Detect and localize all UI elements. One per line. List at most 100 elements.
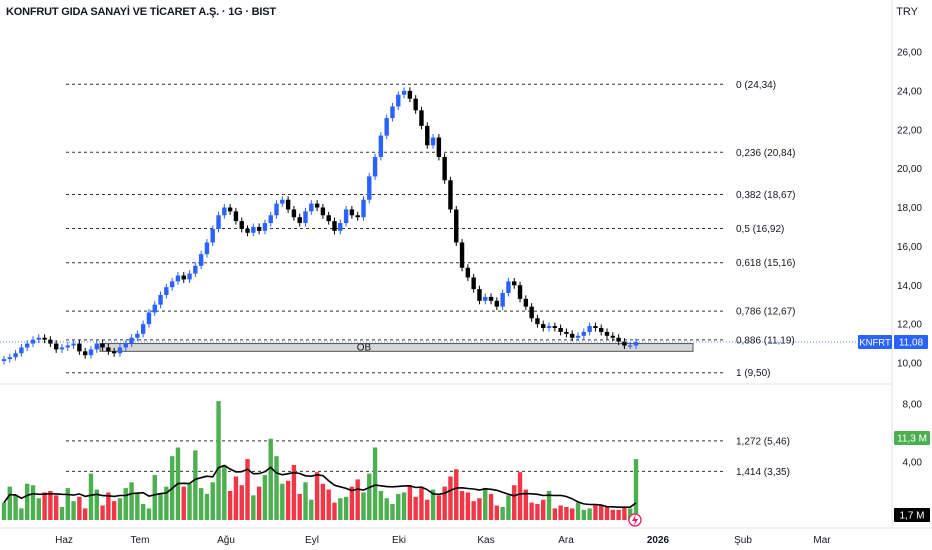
candle [355, 215, 360, 218]
candle [7, 357, 12, 360]
volume-bar [622, 506, 627, 520]
volume-bar [285, 480, 291, 520]
candle [587, 326, 592, 332]
volume-bar [233, 476, 239, 520]
volume-bar [523, 489, 529, 520]
candle [570, 333, 575, 338]
volume-bar [77, 496, 82, 520]
volume-bar [610, 509, 616, 520]
price-tick: 12,00 [897, 320, 922, 331]
volume-bar [599, 505, 604, 520]
volume-bar [570, 508, 575, 520]
volume-bar [30, 485, 36, 520]
candle [42, 337, 47, 340]
price-tick: 20,00 [897, 164, 922, 175]
flash-icon[interactable] [628, 513, 642, 527]
volume-bar [425, 499, 430, 520]
candle [59, 347, 65, 350]
volume-bar [135, 492, 140, 520]
candle [71, 343, 76, 346]
volume-bar [251, 495, 256, 520]
candle [245, 228, 250, 233]
volume-bar [7, 486, 12, 520]
candle [448, 180, 453, 210]
candle [593, 326, 598, 329]
candle [628, 345, 633, 347]
volume-bar [471, 501, 476, 520]
candle [129, 337, 134, 344]
volume-bar [88, 473, 94, 520]
price-tick: 10,00 [897, 359, 922, 370]
volume-bar [367, 473, 372, 520]
time-tick: Eki [392, 535, 406, 546]
candle [436, 137, 442, 157]
fib-label: 0,236 (20,84) [736, 148, 796, 159]
axis-labels-layer: 10,00 12,00 14,00 16,00 18,00 20,00 22,00 24,00… [55, 48, 922, 547]
candle [454, 209, 459, 243]
candle [384, 118, 389, 136]
volume-bar [454, 469, 459, 520]
time-tick: Kas [477, 535, 494, 546]
volume-bar [158, 493, 163, 520]
candle [552, 326, 558, 329]
candle [599, 328, 604, 332]
volume-tick: 8,00 [903, 400, 923, 411]
volume-bar [256, 486, 262, 520]
volume-bar [396, 493, 401, 520]
volume-bar [204, 493, 210, 520]
volume-bar [117, 498, 123, 520]
fib-label: 0,886 (11,19) [736, 335, 795, 346]
volume-bar [413, 496, 418, 520]
candle [425, 125, 430, 146]
volume-bar [633, 459, 639, 520]
currency-label: TRY [896, 6, 918, 18]
candle [332, 221, 337, 231]
candle [106, 347, 111, 352]
candle [135, 333, 140, 338]
volume-bar [314, 472, 320, 520]
candle [216, 215, 221, 229]
volume-bar [477, 498, 482, 520]
fibonacci-layer: 0 (24,34) 0,236 (20,84) 0,382 (18,67) 0,5 (… [66, 80, 796, 478]
candle [222, 207, 227, 216]
candle [430, 137, 436, 146]
price-badge-text: 11,08 [899, 338, 924, 349]
volume-bar [575, 502, 581, 520]
volume-bar [181, 486, 186, 520]
candle [94, 343, 99, 350]
candle [297, 217, 302, 224]
volume-bar [326, 489, 331, 520]
volume-bars-layer [1, 401, 639, 520]
volume-bar [541, 499, 546, 520]
volume-tick: 4,00 [903, 458, 923, 469]
candle [19, 347, 24, 354]
volume-bar [239, 485, 244, 520]
volume-bar [436, 495, 442, 520]
volume-bar [100, 505, 105, 520]
candle [343, 209, 349, 224]
volume-bar [280, 483, 285, 520]
volume-bar [71, 501, 76, 520]
volume-fib-label: 1,414 (3,35) [736, 467, 790, 478]
candle [256, 226, 262, 231]
candle [535, 318, 540, 325]
volume-bar [442, 486, 447, 520]
candle [523, 298, 529, 307]
volume-bar [320, 483, 326, 520]
candle [233, 211, 239, 222]
candle [227, 207, 233, 212]
time-tick: 2026 [647, 535, 670, 546]
volume-bar [164, 486, 169, 520]
candle [24, 343, 30, 348]
candle [77, 343, 82, 352]
time-tick: Ara [558, 535, 574, 546]
volume-bar [500, 506, 505, 520]
volume-bar [343, 496, 349, 520]
volume-ma-line [3, 464, 637, 509]
volume-bar [227, 491, 233, 520]
volume-bar [94, 489, 99, 520]
candle [36, 337, 41, 340]
volume-bar [245, 459, 250, 520]
candle [146, 312, 152, 325]
